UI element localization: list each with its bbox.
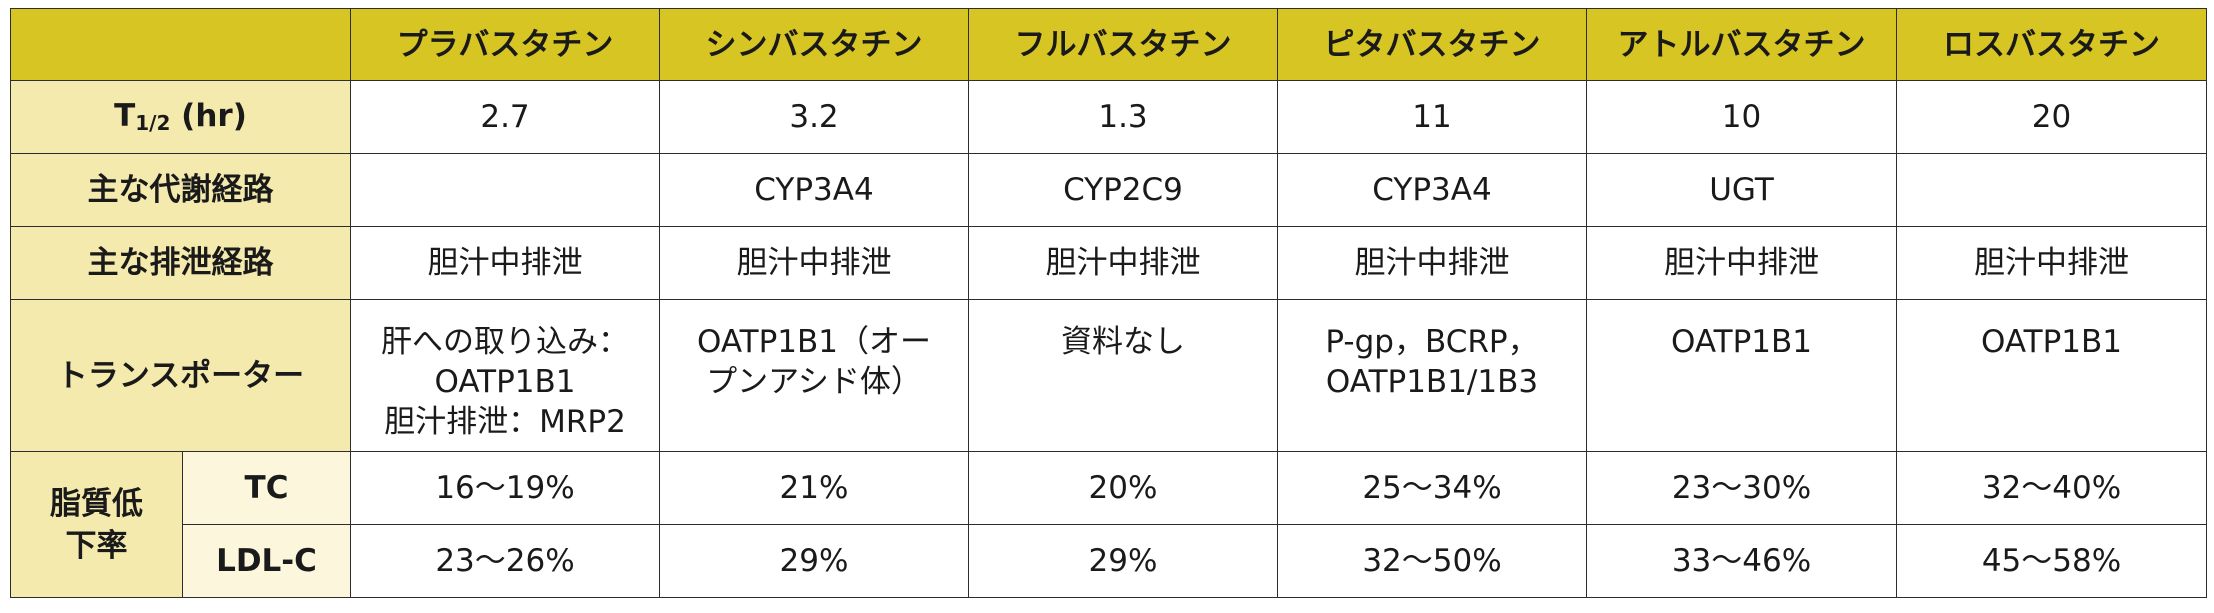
excretion-value: 胆汁中排泄 <box>659 226 969 300</box>
half-life-value: 11 <box>1277 80 1587 154</box>
excretion-value: 胆汁中排泄 <box>968 226 1278 300</box>
half-life-label-t: T <box>114 97 136 134</box>
excretion-value: 胆汁中排泄 <box>1277 226 1587 300</box>
metabolism-row: 主な代謝経路 CYP3A4 CYP2C9 CYP3A4 UGT <box>10 153 2207 227</box>
tc-label: TC <box>182 451 351 525</box>
metabolism-value <box>350 153 660 227</box>
transporter-line: OATP1B1/1B3 <box>1325 364 1539 400</box>
half-life-value: 20 <box>1896 80 2207 154</box>
half-life-value: 2.7 <box>350 80 660 154</box>
ldl-value: 32～50% <box>1277 524 1587 598</box>
transporter-value: OATP1B1 <box>1896 299 2207 452</box>
metabolism-value: CYP2C9 <box>968 153 1278 227</box>
transporter-line: 資料なし <box>1061 324 1185 360</box>
ldl-label: LDL-C <box>182 524 351 598</box>
half-life-value: 3.2 <box>659 80 969 154</box>
drug-header-rosuvastatin: ロスバスタチン <box>1896 8 2207 81</box>
drug-header-fluvastatin: フルバスタチン <box>968 8 1278 81</box>
header-row: プラバスタチン シンバスタチン フルバスタチン ピタバスタチン アトルバスタチン… <box>10 8 2207 81</box>
metabolism-value: CYP3A4 <box>659 153 969 227</box>
statin-comparison-table: プラバスタチン シンバスタチン フルバスタチン ピタバスタチン アトルバスタチン… <box>10 8 2207 598</box>
transporter-value: 肝への取り込み： OATP1B1 胆汁排泄：MRP2 <box>350 299 660 452</box>
tc-value: 16～19% <box>350 451 660 525</box>
transporter-value: OATP1B1（オー プンアシド体） <box>659 299 969 452</box>
transporter-value: 資料なし <box>968 299 1278 452</box>
ldl-value: 29% <box>659 524 969 598</box>
transporter-line: プンアシド体） <box>706 364 922 400</box>
statin-comparison-table-wrapper: プラバスタチン シンバスタチン フルバスタチン ピタバスタチン アトルバスタチン… <box>10 8 2207 598</box>
transporter-value: OATP1B1 <box>1586 299 1897 452</box>
metabolism-value: UGT <box>1586 153 1897 227</box>
tc-value: 25～34% <box>1277 451 1587 525</box>
excretion-value: 胆汁中排泄 <box>1896 226 2207 300</box>
transporter-label: トランスポーター <box>10 299 351 452</box>
half-life-value: 1.3 <box>968 80 1278 154</box>
drug-header-pitavastatin: ピタバスタチン <box>1277 8 1587 81</box>
lipid-label-line1: 脂質低 <box>50 485 143 522</box>
excretion-value: 胆汁中排泄 <box>1586 226 1897 300</box>
transporter-line: 肝への取り込み： <box>381 324 629 360</box>
drug-header-simvastatin: シンバスタチン <box>659 8 969 81</box>
transporter-row: トランスポーター 肝への取り込み： OATP1B1 胆汁排泄：MRP2 OATP… <box>10 299 2207 452</box>
tc-value: 23～30% <box>1586 451 1897 525</box>
half-life-value: 10 <box>1586 80 1897 154</box>
transporter-line: P-gp，BCRP， <box>1325 324 1539 360</box>
drug-header-pravastatin: プラバスタチン <box>350 8 660 81</box>
ldl-row: LDL-C 23～26% 29% 29% 32～50% 33～46% 45～58… <box>11 524 2207 598</box>
ldl-value: 23～26% <box>350 524 660 598</box>
metabolism-value <box>1896 153 2207 227</box>
drug-header-atorvastatin: アトルバスタチン <box>1586 8 1897 81</box>
half-life-label-unit: (hr) <box>170 97 247 134</box>
tc-row: 脂質低 下率 TC 16～19% 21% 20% 25～34% 23～30% 3… <box>10 451 2207 598</box>
half-life-row: T1/2 (hr) 2.7 3.2 1.3 11 10 20 <box>10 80 2207 154</box>
tc-value: 20% <box>968 451 1278 525</box>
excretion-label: 主な排泄経路 <box>10 226 351 300</box>
half-life-label: T1/2 (hr) <box>10 80 351 154</box>
transporter-line: 胆汁排泄：MRP2 <box>384 404 626 440</box>
tc-value: 32～40% <box>1896 451 2207 525</box>
lipid-label-line2: 下率 <box>65 527 128 564</box>
transporter-line: OATP1B1 <box>1671 324 1812 360</box>
excretion-row: 主な排泄経路 胆汁中排泄 胆汁中排泄 胆汁中排泄 胆汁中排泄 胆汁中排泄 胆汁中… <box>10 226 2207 300</box>
metabolism-value: CYP3A4 <box>1277 153 1587 227</box>
ldl-value: 45～58% <box>1896 524 2207 598</box>
transporter-value: P-gp，BCRP， OATP1B1/1B3 <box>1277 299 1587 452</box>
transporter-line: OATP1B1 <box>1981 324 2122 360</box>
ldl-value: 29% <box>968 524 1278 598</box>
metabolism-label: 主な代謝経路 <box>10 153 351 227</box>
tc-value: 21% <box>659 451 969 525</box>
excretion-value: 胆汁中排泄 <box>350 226 660 300</box>
half-life-label-subscript: 1/2 <box>135 110 171 135</box>
transporter-line: OATP1B1（オー <box>697 324 931 360</box>
transporter-line: OATP1B1 <box>434 364 576 400</box>
ldl-value: 33～46% <box>1586 524 1897 598</box>
lipid-reduction-label: 脂質低 下率 <box>10 451 183 598</box>
corner-cell <box>10 8 351 81</box>
